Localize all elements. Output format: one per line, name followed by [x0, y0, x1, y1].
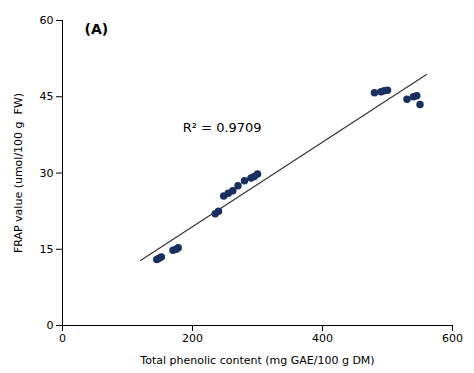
svg-text:400: 400: [312, 332, 333, 345]
svg-text:FRAP value (umol/100 g FW): FRAP value (umol/100 g FW): [12, 93, 25, 253]
svg-text:0: 0: [59, 332, 66, 345]
svg-text:600: 600: [442, 332, 463, 345]
svg-text:0: 0: [47, 319, 54, 332]
svg-text:30: 30: [40, 167, 54, 180]
svg-text:(A): (A): [85, 21, 109, 37]
svg-text:R² = 0.9709: R² = 0.9709: [183, 120, 262, 135]
svg-text:45: 45: [40, 90, 54, 103]
svg-text:Total phenolic content (mg GAE: Total phenolic content (mg GAE/100 g DM): [139, 354, 374, 367]
svg-text:60: 60: [40, 14, 54, 27]
svg-text:15: 15: [40, 243, 54, 256]
svg-text:200: 200: [182, 332, 203, 345]
